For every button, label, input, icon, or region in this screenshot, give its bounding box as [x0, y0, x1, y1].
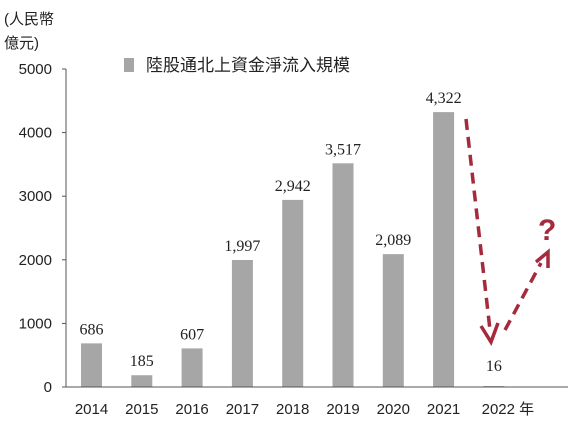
- y-axis-title-line-2: 億元): [4, 35, 39, 52]
- bar: [282, 199, 304, 387]
- up-arrowhead-icon: [534, 248, 550, 268]
- bars: [81, 112, 505, 388]
- y-tick-label: 0: [44, 379, 52, 396]
- y-tick-label: 2000: [19, 252, 52, 269]
- x-tick-label: 2015: [125, 401, 158, 418]
- x-axis-ticks: 2014 2015 2016 2017 2018 2019 2020 2021 2022 年: [75, 401, 534, 418]
- y-axis-ticks: 0 1000 2000 3000 4000 5000: [19, 61, 66, 396]
- x-tick-label: 2018: [276, 401, 309, 418]
- x-tick-label: 2019: [326, 401, 359, 418]
- legend: 陸股通北上資金淨流入規模: [124, 56, 350, 76]
- data-label: 1,997: [224, 238, 260, 255]
- bar: [433, 112, 455, 388]
- data-label: 185: [130, 353, 154, 370]
- bar: [332, 163, 354, 387]
- data-label: 2,089: [375, 232, 411, 249]
- bar: [81, 343, 102, 387]
- data-label: 607: [180, 326, 204, 343]
- data-label: 4,322: [426, 90, 462, 107]
- data-labels: 686 185 607 1,997 2,942 3,517 2,089 4,322 16: [80, 90, 502, 375]
- x-tick-label: 2020: [377, 401, 410, 418]
- data-label: 3,517: [325, 141, 361, 158]
- question-mark-annotation: ?: [538, 214, 556, 247]
- x-tick-label: 2016: [175, 401, 208, 418]
- down-arrowhead-icon: [479, 322, 500, 346]
- data-label: 686: [80, 321, 104, 338]
- bar: [231, 259, 253, 387]
- up-trend-arrow: [503, 262, 543, 331]
- trend-arrows: ?: [464, 118, 556, 346]
- bar: [382, 254, 404, 387]
- x-tick-label: 2017: [226, 401, 259, 418]
- legend-label: 陸股通北上資金淨流入規模: [146, 56, 350, 76]
- x-tick-label: 2021: [427, 401, 460, 418]
- y-tick-label: 5000: [19, 61, 52, 78]
- bar: [483, 385, 505, 387]
- x-tick-label: 2014: [75, 401, 108, 418]
- y-tick-label: 4000: [19, 125, 52, 142]
- legend-swatch: [124, 58, 134, 72]
- down-trend-arrow: [464, 118, 492, 331]
- y-tick-label: 1000: [19, 315, 52, 332]
- y-tick-label: 3000: [19, 188, 52, 205]
- y-axis-title-line-1: (人民幣: [4, 11, 54, 28]
- data-label: 16: [486, 358, 502, 375]
- data-label: 2,942: [275, 178, 311, 195]
- x-tick-label: 2022 年: [482, 401, 535, 418]
- bar: [181, 348, 203, 387]
- y-axis-title: (人民幣 億元): [4, 11, 54, 52]
- bar: [131, 375, 153, 387]
